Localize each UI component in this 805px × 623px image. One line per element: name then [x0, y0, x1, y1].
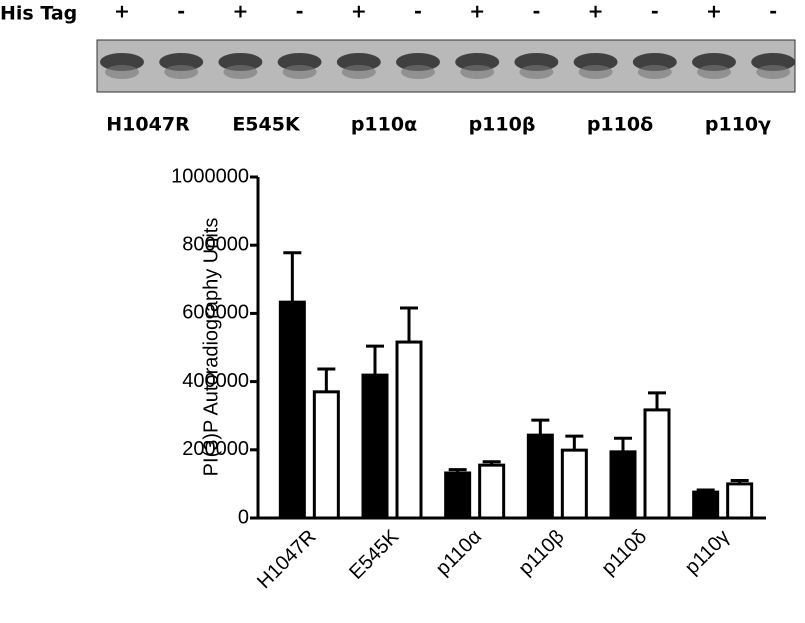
his-tag-sign: +: [114, 1, 130, 23]
gel-smear: [401, 65, 435, 79]
bar: [643, 408, 671, 520]
y-tick-label: 0: [238, 506, 249, 528]
y-axis-title: PI(3)P Autoradiography Units: [200, 218, 222, 477]
gel-band: [159, 53, 204, 71]
gel-lane-label: E545K: [232, 114, 301, 136]
gel-smear: [223, 65, 258, 79]
gel-band: [632, 53, 677, 71]
his-tag-sign: +: [706, 1, 722, 23]
his-tag-sign: +: [469, 1, 485, 23]
gel-smear: [105, 65, 139, 79]
gel-band: [514, 53, 559, 71]
gel-smear: [282, 65, 317, 79]
his-tag-sign: -: [414, 1, 422, 23]
gel-lane-label: p110γ: [705, 114, 771, 136]
gel-smear: [164, 65, 199, 79]
his-tag-sign: -: [532, 1, 540, 23]
gel-band: [692, 53, 736, 71]
x-tick-label: p110δ: [597, 526, 651, 580]
his-tag-sign: -: [177, 1, 185, 23]
gel-band: [277, 53, 322, 71]
x-tick-label: p110β: [514, 526, 568, 580]
gel-band: [218, 53, 263, 71]
x-tick-label: H1047R: [253, 526, 320, 593]
y-tick-label: 600000: [182, 302, 249, 324]
x-tick-label: p110α: [432, 526, 486, 580]
gel-lane-label: p110β: [469, 114, 536, 136]
gel-band: [751, 53, 796, 71]
his-tag-sign: -: [769, 1, 777, 23]
gel-image: [96, 39, 796, 93]
bar: [726, 482, 754, 520]
his-tag-sign: -: [296, 1, 304, 23]
gel-smear: [697, 65, 731, 79]
gel-band: [100, 53, 144, 71]
x-tick-label: p110γ: [681, 526, 734, 579]
gel-band: [573, 53, 618, 71]
bar: [609, 450, 637, 520]
bar: [692, 490, 720, 520]
his-tag-sign: -: [651, 1, 659, 23]
gel-band: [396, 53, 440, 71]
bar: [312, 390, 340, 520]
gel-band: [455, 53, 500, 71]
gel-lane-label: p110δ: [587, 114, 653, 136]
bar: [478, 463, 506, 520]
gel-smear: [341, 65, 376, 79]
bar: [560, 448, 588, 520]
y-tick-label: 800000: [182, 233, 249, 255]
gel-lane-label: H1047R: [106, 114, 190, 136]
his-tag-label: His Tag: [0, 3, 77, 25]
bar: [278, 300, 306, 520]
gel-smear: [519, 65, 554, 79]
gel-band: [336, 53, 381, 71]
his-tag-sign: +: [588, 1, 604, 23]
his-tag-sign: +: [232, 1, 248, 23]
bar: [444, 471, 472, 520]
gel-smear: [460, 65, 495, 79]
gel-smear: [637, 65, 672, 79]
his-tag-sign: +: [351, 1, 367, 23]
y-tick-label: 400000: [182, 370, 249, 392]
bar: [361, 373, 389, 520]
x-tick-label: E545K: [345, 525, 403, 583]
bar: [395, 340, 423, 520]
gel-smear: [578, 65, 613, 79]
gel-smear: [756, 65, 791, 79]
gel-lane-label: p110α: [351, 114, 417, 136]
y-tick-label: 200000: [182, 438, 249, 460]
y-tick-label: 1000000: [171, 165, 249, 187]
bar: [526, 433, 554, 520]
